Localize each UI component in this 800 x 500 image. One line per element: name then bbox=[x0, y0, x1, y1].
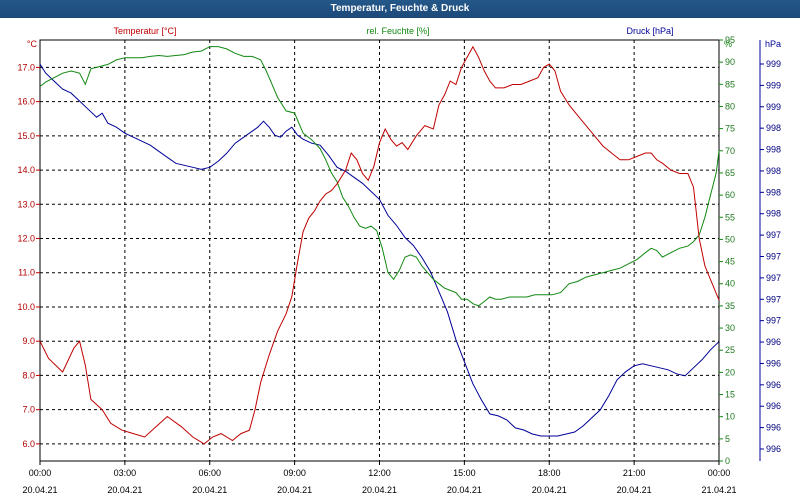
temperature-tick-label: 6.0 bbox=[22, 439, 35, 449]
pressure-tick-label: 998 bbox=[766, 187, 781, 197]
pressure-line bbox=[39, 63, 720, 437]
chart-title: Temperatur, Feuchte & Druck bbox=[0, 0, 800, 18]
axes: Temperatur [°C] rel. Feuchte [%] Druck [… bbox=[17, 26, 781, 495]
x-tick-date: 20.04.21 bbox=[192, 485, 227, 495]
legend-pressure: Druck [hPa] bbox=[626, 26, 673, 36]
humidity-tick-label: 15 bbox=[725, 390, 735, 400]
humidity-tick-label: 20 bbox=[725, 367, 735, 377]
legend-humidity: rel. Feuchte [%] bbox=[366, 26, 429, 36]
x-tick-time: 00:00 bbox=[708, 468, 731, 478]
temperature-tick-label: 9.0 bbox=[22, 336, 35, 346]
pressure-unit: hPa bbox=[765, 39, 781, 49]
x-tick-date: 20.04.21 bbox=[22, 485, 57, 495]
humidity-tick-label: 50 bbox=[725, 234, 735, 244]
x-tick-date: 20.04.21 bbox=[277, 485, 312, 495]
pressure-tick-label: 996 bbox=[766, 380, 781, 390]
humidity-tick-label: 45 bbox=[725, 257, 735, 267]
temperature-tick-label: 16.0 bbox=[17, 97, 35, 107]
temperature-unit: °C bbox=[27, 39, 38, 49]
humidity-line bbox=[39, 46, 720, 307]
pressure-tick-label: 998 bbox=[766, 145, 781, 155]
temperature-tick-label: 11.0 bbox=[18, 268, 35, 278]
temperature-tick-label: 17.0 bbox=[17, 62, 35, 72]
humidity-tick-label: 40 bbox=[725, 279, 735, 289]
x-tick-time: 15:00 bbox=[453, 468, 476, 478]
temperature-line bbox=[39, 45, 720, 445]
pressure-tick-label: 996 bbox=[766, 337, 781, 347]
pressure-tick-label: 996 bbox=[766, 423, 781, 433]
humidity-tick-label: 80 bbox=[725, 101, 735, 111]
temperature-tick-label: 15.0 bbox=[17, 131, 35, 141]
x-tick-date: 20.04.21 bbox=[362, 485, 397, 495]
grid bbox=[40, 40, 719, 461]
pressure-tick-label: 999 bbox=[766, 102, 781, 112]
humidity-tick-label: 90 bbox=[725, 57, 735, 67]
humidity-tick-label: 60 bbox=[725, 190, 735, 200]
humidity-tick-label: 75 bbox=[725, 124, 735, 134]
pressure-tick-label: 998 bbox=[766, 123, 781, 133]
x-tick-time: 03:00 bbox=[114, 468, 137, 478]
humidity-tick-label: 10 bbox=[725, 412, 735, 422]
pressure-tick-label: 999 bbox=[766, 59, 781, 69]
pressure-tick-label: 997 bbox=[766, 273, 781, 283]
humidity-tick-label: 0 bbox=[725, 456, 730, 466]
humidity-unit: % bbox=[724, 39, 732, 49]
pressure-tick-label: 997 bbox=[766, 316, 781, 326]
humidity-tick-label: 35 bbox=[725, 301, 735, 311]
pressure-tick-label: 996 bbox=[766, 444, 781, 454]
pressure-tick-label: 996 bbox=[766, 401, 781, 411]
temperature-tick-label: 10.0 bbox=[17, 302, 35, 312]
humidity-tick-label: 70 bbox=[725, 146, 735, 156]
x-tick-time: 18:00 bbox=[538, 468, 561, 478]
pressure-tick-label: 998 bbox=[766, 209, 781, 219]
x-tick-time: 12:00 bbox=[368, 468, 391, 478]
pressure-tick-label: 998 bbox=[766, 166, 781, 176]
temperature-tick-label: 13.0 bbox=[17, 199, 35, 209]
x-tick-time: 06:00 bbox=[198, 468, 221, 478]
pressure-tick-label: 996 bbox=[766, 358, 781, 368]
x-tick-time: 00:00 bbox=[29, 468, 52, 478]
temperature-tick-label: 8.0 bbox=[22, 370, 35, 380]
humidity-tick-label: 55 bbox=[725, 212, 735, 222]
x-tick-date: 21.04.21 bbox=[701, 485, 736, 495]
series-lines bbox=[39, 45, 720, 445]
legend-temperature: Temperatur [°C] bbox=[113, 26, 176, 36]
temperature-tick-label: 7.0 bbox=[22, 405, 35, 415]
pressure-tick-label: 997 bbox=[766, 230, 781, 240]
x-tick-date: 20.04.21 bbox=[107, 485, 142, 495]
humidity-tick-label: 5 bbox=[725, 434, 730, 444]
x-tick-time: 09:00 bbox=[283, 468, 306, 478]
humidity-tick-label: 30 bbox=[725, 323, 735, 333]
x-tick-date: 20.04.21 bbox=[447, 485, 482, 495]
pressure-tick-label: 997 bbox=[766, 294, 781, 304]
x-tick-time: 21:00 bbox=[623, 468, 646, 478]
humidity-tick-label: 85 bbox=[725, 79, 735, 89]
pressure-tick-label: 999 bbox=[766, 80, 781, 90]
pressure-tick-label: 997 bbox=[766, 252, 781, 262]
x-tick-date: 20.04.21 bbox=[532, 485, 567, 495]
humidity-tick-label: 25 bbox=[725, 345, 735, 355]
humidity-tick-label: 95 bbox=[725, 35, 735, 45]
temperature-tick-label: 14.0 bbox=[17, 165, 35, 175]
temperature-tick-label: 12.0 bbox=[17, 234, 35, 244]
humidity-tick-label: 65 bbox=[725, 168, 735, 178]
x-tick-date: 20.04.21 bbox=[617, 485, 652, 495]
